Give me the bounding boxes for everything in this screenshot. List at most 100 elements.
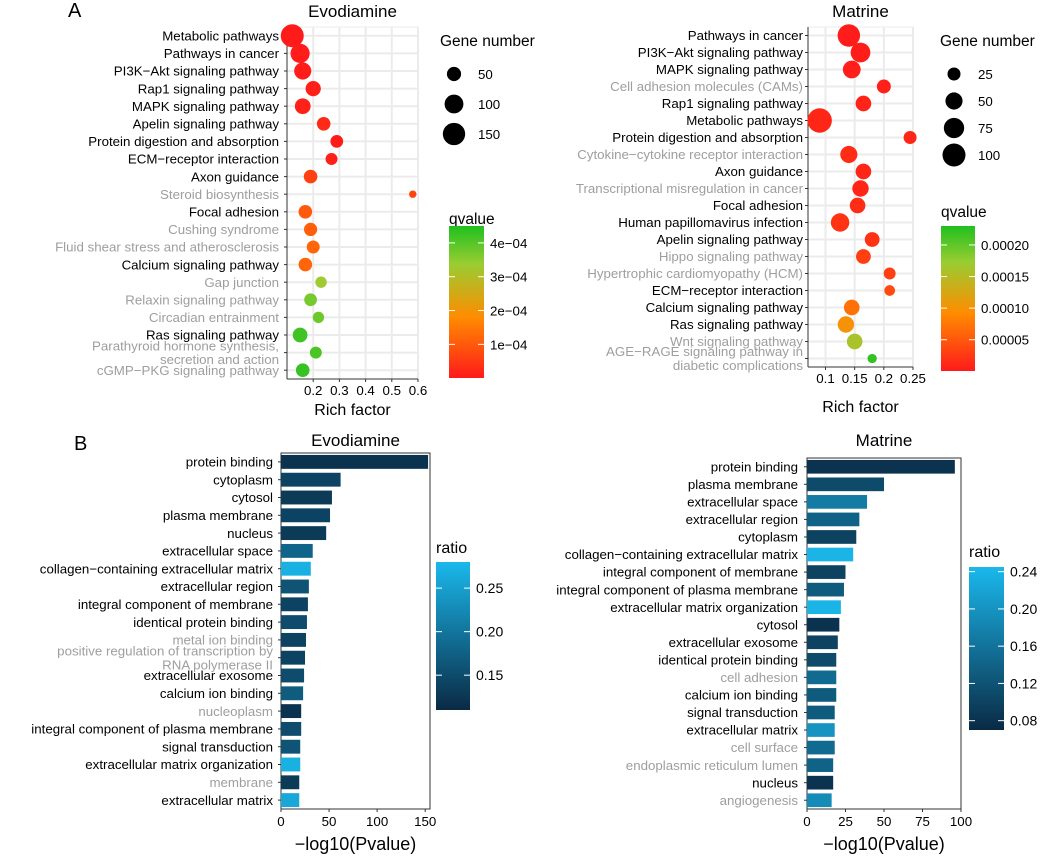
bar bbox=[807, 652, 837, 667]
color-legend-label: 0.24 bbox=[1010, 564, 1037, 580]
category-label: extracellular exosome bbox=[144, 668, 273, 683]
bar bbox=[281, 490, 332, 505]
bar bbox=[281, 561, 311, 576]
color-legend-label: 0.15 bbox=[476, 667, 503, 683]
x-axis-label: −log10(Pvalue) bbox=[823, 834, 945, 854]
category-label: Cell adhesion molecules (CAMs) bbox=[610, 79, 803, 94]
category-label: membrane bbox=[209, 775, 273, 790]
category-label: Hypertrophic cardiomyopathy (HCM) bbox=[587, 266, 803, 281]
data-point bbox=[837, 24, 861, 47]
category-label: Calcium signaling pathway bbox=[122, 257, 280, 272]
size-legend-label: 75 bbox=[978, 121, 993, 136]
panel-label-b: B bbox=[74, 433, 87, 455]
x-tick-label: 0.2 bbox=[875, 371, 894, 386]
chart-title: Evodiamine bbox=[308, 2, 397, 21]
bar bbox=[281, 686, 304, 701]
chart-title: Matrine bbox=[832, 2, 889, 21]
category-label: nucleus bbox=[752, 775, 798, 790]
size-legend-label: 50 bbox=[978, 94, 993, 109]
category-label: Fluid shear stress and atherosclerosis bbox=[55, 240, 279, 255]
color-legend-title: ratio bbox=[436, 540, 467, 557]
chart-b-matrine: Matrine protein binding plasma membrane ext… bbox=[556, 431, 1037, 854]
category-label: diabetic complications bbox=[673, 358, 803, 373]
x-tick-label: 0.5 bbox=[383, 383, 402, 398]
x-tick-label: 25 bbox=[838, 814, 853, 829]
color-legend-title: ratio bbox=[969, 544, 1000, 561]
category-label: Calcium signaling pathway bbox=[646, 300, 804, 315]
data-point bbox=[856, 249, 871, 264]
bar bbox=[807, 477, 884, 492]
category-label: signal transduction bbox=[162, 739, 273, 754]
category-label: endoplasmic reticulum lumen bbox=[626, 758, 798, 773]
x-tick-label: 0.6 bbox=[409, 383, 428, 398]
category-label: Axon guidance bbox=[191, 169, 279, 184]
color-legend-label: 0.00020 bbox=[981, 238, 1029, 253]
category-label: protein binding bbox=[711, 459, 798, 474]
category-label: cell adhesion bbox=[720, 670, 798, 685]
data-point bbox=[867, 353, 877, 364]
size-legend-dot bbox=[942, 143, 966, 167]
category-label: PI3K−Akt signaling pathway bbox=[638, 45, 804, 60]
category-label: cytoplasm bbox=[738, 530, 798, 545]
category-label: Hippo signaling pathway bbox=[659, 249, 803, 264]
category-label: Focal adhesion bbox=[189, 204, 279, 219]
category-label: Pathways in cancer bbox=[164, 46, 280, 61]
category-label: integral component of membrane bbox=[603, 565, 798, 580]
plot-panel bbox=[806, 457, 962, 810]
x-tick-label: 0.15 bbox=[842, 371, 868, 386]
category-label: positive regulation of transcription by bbox=[57, 643, 273, 658]
size-legend-label: 100 bbox=[478, 97, 500, 112]
data-point bbox=[409, 190, 417, 198]
x-tick-label: 0.3 bbox=[330, 383, 349, 398]
bar bbox=[807, 530, 857, 544]
plot-panel bbox=[807, 26, 914, 368]
bar bbox=[807, 758, 834, 772]
category-label: Metabolic pathways bbox=[162, 28, 279, 43]
category-label: Apelin signaling pathway bbox=[657, 232, 804, 247]
plot-panel bbox=[286, 26, 419, 380]
data-point bbox=[837, 316, 855, 333]
x-tick-label: 100 bbox=[366, 814, 388, 829]
category-label: metal ion binding bbox=[172, 633, 273, 648]
color-legend-bar bbox=[436, 562, 470, 710]
category-label: Protein digestion and absorption bbox=[88, 134, 279, 149]
category-label: Cushing syndrome bbox=[168, 222, 279, 237]
category-label: signal transduction bbox=[687, 705, 798, 720]
color-legend-label: 0.00005 bbox=[981, 333, 1029, 348]
category-label: Pathways in cancer bbox=[688, 28, 804, 43]
data-point bbox=[843, 299, 860, 316]
x-axis-label: Rich factor bbox=[314, 402, 391, 419]
category-label: extracellular space bbox=[687, 495, 798, 510]
category-label: Rap1 signaling pathway bbox=[138, 81, 280, 96]
data-point bbox=[309, 346, 322, 359]
color-legend-bar bbox=[969, 567, 1004, 730]
category-label: Axon guidance bbox=[715, 164, 803, 179]
bar bbox=[807, 740, 835, 755]
category-label: Metabolic pathways bbox=[686, 113, 803, 128]
category-label: extracellular matrix organization bbox=[85, 757, 273, 772]
category-label: Protein digestion and absorption bbox=[612, 130, 803, 145]
data-point bbox=[294, 62, 312, 80]
category-label: cGMP−PKG signaling pathway bbox=[97, 363, 280, 378]
bar bbox=[807, 723, 835, 737]
category-label: RNA polymerase II bbox=[162, 657, 273, 672]
data-point bbox=[306, 240, 320, 254]
bar bbox=[281, 579, 309, 594]
category-label: PI3K−Akt signaling pathway bbox=[114, 64, 280, 79]
color-legend-label: 0.12 bbox=[1010, 675, 1037, 691]
category-label: MAPK signaling pathway bbox=[132, 99, 279, 114]
data-point bbox=[883, 267, 896, 280]
category-label: Gap junction bbox=[204, 275, 279, 290]
data-point bbox=[315, 276, 327, 288]
category-label: AGE−RAGE signaling pathway in bbox=[606, 344, 803, 359]
data-point bbox=[325, 153, 338, 165]
bar bbox=[281, 668, 305, 683]
x-tick-label: 0 bbox=[277, 814, 284, 829]
color-legend-label: 2e−04 bbox=[490, 304, 527, 319]
chart-a-evodiamine: Evodiamine Metabolic pathways Pathways in … bbox=[55, 2, 535, 419]
category-label: Apelin signaling pathway bbox=[133, 116, 280, 131]
category-label: identical protein binding bbox=[658, 652, 798, 667]
bar bbox=[281, 650, 306, 665]
size-legend-label: 100 bbox=[978, 148, 1000, 163]
